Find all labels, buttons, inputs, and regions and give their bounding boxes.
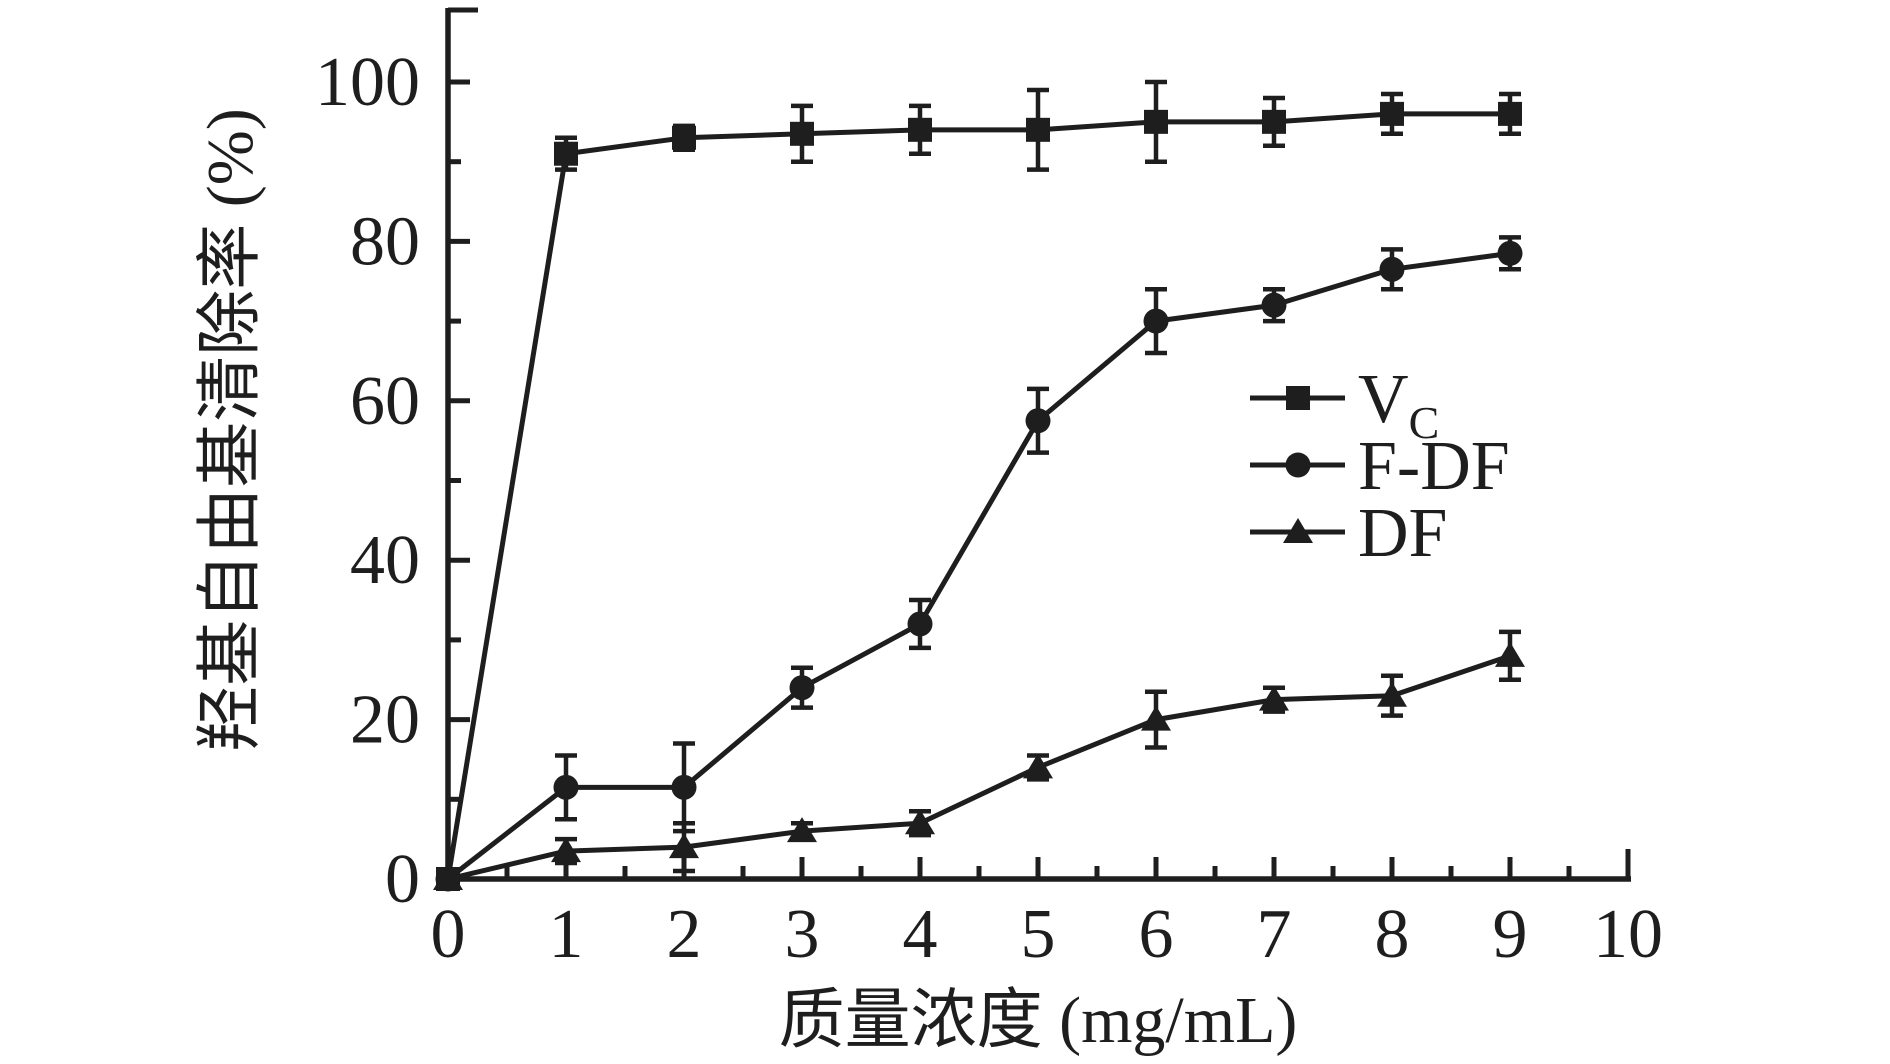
triangle-marker bbox=[1377, 681, 1407, 707]
x-tick-label: 0 bbox=[431, 896, 466, 973]
x-axis-ticks: 0 1 2 3 4 5 6 7 8 9 10 bbox=[431, 849, 1663, 973]
circle-marker bbox=[1143, 308, 1169, 334]
x-tick-label: 5 bbox=[1021, 896, 1056, 973]
square-marker bbox=[554, 141, 578, 166]
triangle-marker bbox=[551, 837, 581, 863]
y-tick-label: 60 bbox=[350, 363, 420, 440]
circle-marker bbox=[1261, 292, 1287, 318]
circle-marker bbox=[671, 774, 697, 800]
square-marker bbox=[790, 121, 814, 146]
series-line bbox=[445, 250, 1513, 882]
square-marker bbox=[1498, 101, 1522, 126]
triangle-marker bbox=[1141, 705, 1171, 731]
legend-label: F-DF bbox=[1358, 428, 1510, 505]
square-marker bbox=[1144, 109, 1168, 134]
triangle-marker bbox=[1023, 753, 1053, 779]
circle-marker bbox=[907, 611, 933, 637]
triangle-marker bbox=[1495, 641, 1525, 667]
triangle-marker bbox=[669, 833, 699, 859]
x-tick-label: 10 bbox=[1593, 896, 1663, 973]
y-tick-label: 100 bbox=[315, 44, 420, 121]
square-marker bbox=[1262, 109, 1286, 134]
x-tick-label: 2 bbox=[667, 896, 702, 973]
y-tick-label: 20 bbox=[350, 682, 420, 759]
legend-item-df: DF bbox=[1250, 495, 1447, 572]
legend-item-f-df: F-DF bbox=[1250, 428, 1510, 505]
legend-triangle-icon bbox=[1283, 518, 1313, 543]
series-line bbox=[445, 111, 1513, 882]
x-tick-label: 6 bbox=[1139, 896, 1174, 973]
circle-marker bbox=[553, 774, 579, 800]
circle-marker bbox=[1379, 256, 1405, 282]
y-tick-label: 0 bbox=[385, 841, 420, 918]
triangle-marker bbox=[787, 817, 817, 843]
x-axis-label: 质量浓度 (mg/mL) bbox=[779, 984, 1298, 1057]
square-marker bbox=[1026, 117, 1050, 142]
legend-label: DF bbox=[1358, 495, 1447, 572]
legend-item-vc: VC bbox=[1250, 361, 1439, 448]
series-df bbox=[433, 629, 1525, 890]
y-tick-label: 40 bbox=[350, 522, 420, 599]
x-tick-label: 9 bbox=[1493, 896, 1528, 973]
circle-marker bbox=[789, 675, 815, 701]
x-tick-label: 4 bbox=[903, 896, 938, 973]
y-axis-label: 羟基自由基清除率 (%) bbox=[194, 108, 267, 751]
square-marker bbox=[908, 117, 932, 142]
circle-marker bbox=[1025, 408, 1051, 434]
legend-circle-icon bbox=[1285, 452, 1311, 478]
x-tick-label: 3 bbox=[785, 896, 820, 973]
square-marker bbox=[1380, 101, 1404, 126]
triangle-marker bbox=[1259, 685, 1289, 711]
legend-square-icon bbox=[1286, 386, 1310, 410]
y-axis-ticks: 0 20 40 60 80 100 bbox=[315, 44, 470, 918]
x-tick-label: 7 bbox=[1257, 896, 1292, 973]
circle-marker bbox=[1497, 240, 1523, 266]
y-tick-label: 80 bbox=[350, 203, 420, 280]
series-line bbox=[445, 653, 1513, 882]
legend-label: VC bbox=[1358, 361, 1439, 448]
x-tick-label: 1 bbox=[549, 896, 584, 973]
square-marker bbox=[672, 125, 696, 150]
triangle-marker bbox=[905, 809, 935, 835]
x-tick-label: 8 bbox=[1375, 896, 1410, 973]
triangle-marker bbox=[433, 865, 463, 890]
